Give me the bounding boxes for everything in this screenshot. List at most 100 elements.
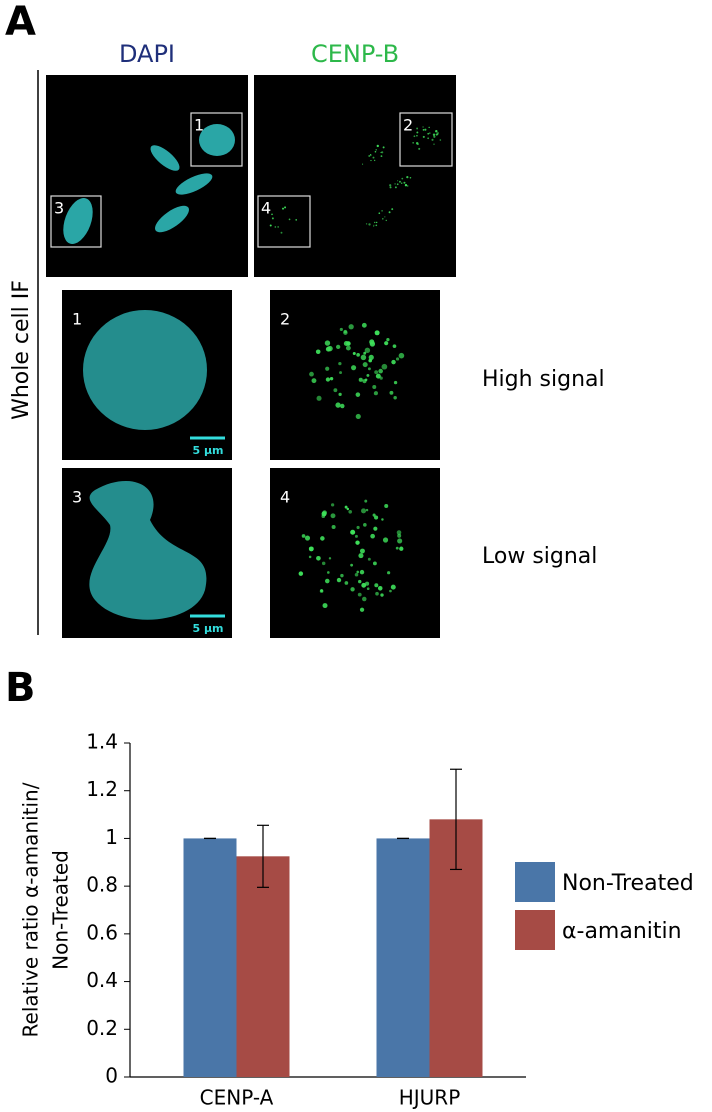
signal-dot bbox=[382, 218, 384, 220]
y-axis-label: Non-Treated bbox=[49, 850, 73, 970]
signal-dot bbox=[389, 589, 392, 593]
signal-dot bbox=[382, 537, 389, 543]
signal-dot bbox=[381, 363, 388, 370]
y-tick-label: 0.6 bbox=[86, 920, 118, 944]
y-tick-label: 0.2 bbox=[86, 1016, 118, 1040]
signal-dot bbox=[357, 592, 362, 597]
signal-dot bbox=[324, 340, 331, 346]
region-label: 3 bbox=[54, 199, 64, 218]
signal-dot bbox=[364, 581, 370, 586]
signal-dot bbox=[309, 371, 314, 377]
signal-dot bbox=[394, 183, 396, 185]
signal-dot bbox=[363, 523, 367, 527]
x-tick-label: CENP-A bbox=[200, 1086, 274, 1110]
signal-dot bbox=[338, 362, 342, 366]
signal-dot bbox=[384, 503, 389, 508]
signal-dot bbox=[343, 329, 348, 334]
signal-dot bbox=[362, 379, 367, 384]
signal-dot bbox=[325, 578, 330, 584]
signal-dot bbox=[427, 132, 430, 135]
signal-dot bbox=[374, 330, 380, 336]
signal-dot bbox=[393, 380, 398, 385]
signal-dot bbox=[351, 365, 357, 371]
signal-dot bbox=[359, 548, 365, 554]
signal-dot bbox=[311, 378, 317, 384]
signal-dot bbox=[358, 579, 362, 584]
region-labels: 1 2 3 4 bbox=[72, 310, 290, 507]
region-label: 4 bbox=[280, 488, 290, 507]
signal-dot bbox=[422, 129, 425, 131]
signal-dot bbox=[359, 569, 365, 575]
signal-dot bbox=[346, 507, 350, 511]
signal-dot bbox=[361, 582, 367, 588]
y-tick-label: 0.8 bbox=[86, 873, 118, 897]
signal-dot bbox=[277, 226, 279, 228]
column-label: CENP-B bbox=[311, 40, 399, 68]
signal-dot bbox=[374, 583, 379, 588]
signal-dot bbox=[346, 341, 351, 346]
signal-dot bbox=[359, 607, 365, 612]
signal-dot bbox=[356, 352, 360, 357]
region-label: 2 bbox=[403, 116, 413, 135]
x-tick-label: HJURP bbox=[399, 1086, 461, 1110]
signal-dot bbox=[355, 413, 361, 420]
scale-bar-label: 5 µm bbox=[192, 444, 223, 457]
signal-dot bbox=[395, 546, 399, 550]
signal-dot bbox=[366, 587, 370, 591]
signal-dot bbox=[378, 368, 383, 374]
signal-dot bbox=[315, 349, 321, 355]
region-labels: 1 2 3 4 bbox=[54, 116, 413, 218]
signal-dot bbox=[344, 505, 348, 509]
signal-dot bbox=[372, 384, 377, 389]
signal-dot bbox=[367, 557, 371, 561]
signal-dot bbox=[404, 184, 408, 187]
signal-dot bbox=[361, 322, 367, 328]
legend-label: Non-Treated bbox=[562, 871, 694, 896]
signal-dot bbox=[433, 143, 435, 145]
signal-dot bbox=[375, 221, 378, 224]
signal-dot bbox=[378, 212, 381, 215]
signal-dot bbox=[389, 186, 392, 189]
signal-dot bbox=[360, 354, 367, 361]
signal-dot bbox=[379, 376, 383, 380]
signal-dot bbox=[395, 357, 400, 361]
y-axis-label: Relative ratio α-amanitin/ bbox=[19, 782, 43, 1037]
signal-dot bbox=[428, 126, 430, 129]
signal-dot bbox=[356, 525, 360, 530]
signal-dot bbox=[330, 503, 335, 507]
signal-dot bbox=[397, 180, 399, 182]
signal-dot bbox=[320, 589, 324, 593]
signal-dot bbox=[344, 581, 349, 585]
scale-bar-label: 5 µm bbox=[192, 622, 223, 635]
bar bbox=[236, 856, 290, 1077]
signal-dot bbox=[374, 370, 379, 375]
signal-dot bbox=[350, 529, 356, 535]
signal-label: Low signal bbox=[482, 544, 597, 569]
signal-dot bbox=[374, 221, 376, 224]
region-label: 1 bbox=[72, 310, 82, 329]
signal-dot bbox=[339, 371, 342, 375]
signal-dot bbox=[424, 128, 427, 131]
signal-dot bbox=[362, 596, 367, 602]
signal-dot bbox=[271, 213, 273, 216]
micrograph bbox=[270, 468, 440, 638]
y-tick-label: 1.4 bbox=[86, 730, 118, 754]
signal-dot bbox=[368, 154, 371, 157]
signal-dot bbox=[422, 135, 425, 139]
signal-dot bbox=[381, 210, 383, 212]
signal-dot bbox=[437, 132, 439, 134]
signal-dot bbox=[416, 134, 418, 137]
signal-dot bbox=[375, 149, 377, 151]
signal-dot bbox=[308, 546, 314, 552]
signal-dot bbox=[325, 377, 331, 382]
signal-dot bbox=[316, 555, 321, 561]
signal-label: High signal bbox=[482, 367, 605, 392]
signal-dot bbox=[429, 132, 431, 134]
signal-dot bbox=[348, 509, 353, 514]
panel-label: A bbox=[5, 0, 36, 45]
signal-dot bbox=[335, 402, 341, 408]
signal-dot bbox=[376, 144, 379, 148]
signal-dot bbox=[350, 587, 355, 592]
signal-dot bbox=[352, 351, 356, 355]
